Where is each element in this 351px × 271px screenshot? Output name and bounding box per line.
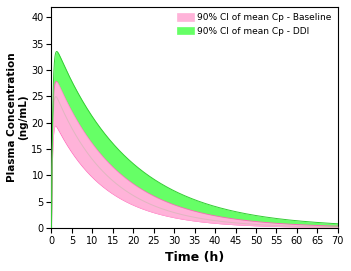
- Legend: 90% CI of mean Cp - Baseline, 90% CI of mean Cp - DDI: 90% CI of mean Cp - Baseline, 90% CI of …: [176, 11, 333, 38]
- X-axis label: Time (h): Time (h): [165, 251, 224, 264]
- Y-axis label: Plasma Concentration
(ng/mL): Plasma Concentration (ng/mL): [7, 53, 28, 182]
